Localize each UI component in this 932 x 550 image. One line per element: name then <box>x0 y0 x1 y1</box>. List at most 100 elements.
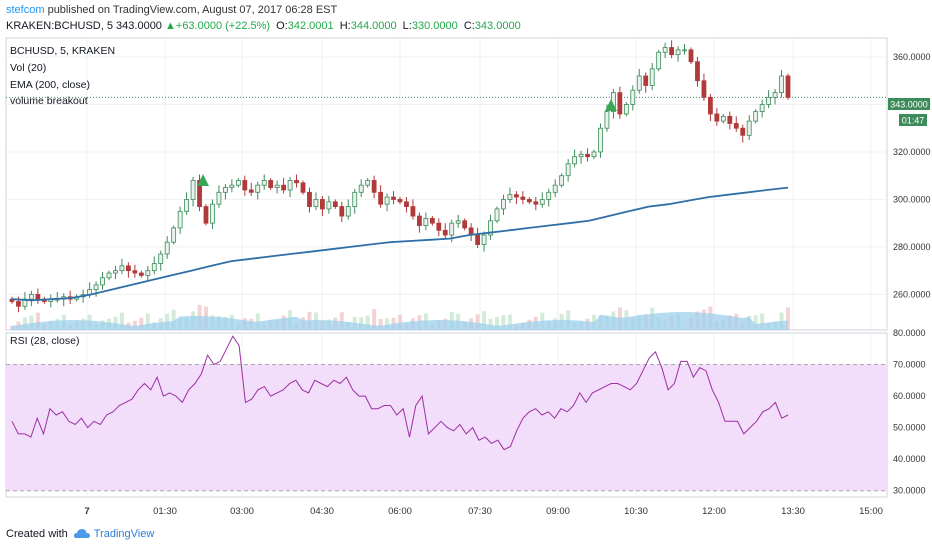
candle-body <box>636 75 642 91</box>
candle-body <box>488 220 493 236</box>
legend-rsi: RSI (28, close) <box>10 335 79 347</box>
legend-ema: EMA (200, close) <box>10 79 90 91</box>
rsi-line <box>11 335 789 451</box>
candle-body <box>604 111 610 129</box>
candle-body <box>384 196 390 205</box>
candle-body <box>720 115 726 122</box>
breakout-markers <box>197 99 617 186</box>
ema-line <box>11 186 789 302</box>
candle-body <box>326 201 332 210</box>
candle-body <box>656 51 662 70</box>
rsi-tick-label: 60.0000 <box>893 391 926 401</box>
candle-body <box>475 234 481 245</box>
price-tick-label: 280.0000 <box>893 242 931 252</box>
candle-body <box>190 180 196 200</box>
volume-bar <box>398 314 402 330</box>
candle-body <box>268 180 274 188</box>
low-label: L: <box>402 20 412 32</box>
candle-body <box>171 227 177 243</box>
volume-bar <box>495 317 499 330</box>
candle-body <box>772 92 778 98</box>
rsi-tick-label: 80.0000 <box>893 328 926 338</box>
axes: 7 01:30 03:00 04:30 06:00 07:30 09:00 10:30 12:0… <box>84 52 930 517</box>
candle-body <box>319 199 325 210</box>
candle-body <box>630 89 636 105</box>
candle-body <box>216 191 222 205</box>
volume-bar <box>786 307 790 330</box>
candle-body <box>332 201 338 207</box>
candle-body <box>733 123 739 129</box>
volume-bar <box>566 310 571 330</box>
candle-body <box>164 241 170 255</box>
price-badge: 343.0000 <box>888 98 930 110</box>
candle-body <box>436 222 442 231</box>
tradingview-brand: TradingView <box>93 528 155 540</box>
close-label: C: <box>463 20 475 32</box>
candle-body <box>184 199 190 212</box>
breakout-up-arrow-icon <box>605 99 617 111</box>
volume-bar <box>145 313 150 330</box>
candle-body <box>759 104 765 112</box>
last-price: 343.0000 <box>116 20 162 32</box>
candle-body <box>552 184 558 193</box>
candle-body <box>682 49 687 52</box>
candle-body <box>138 272 144 276</box>
breakout-up-arrow-icon <box>197 174 209 186</box>
open-value: 342.0001 <box>287 20 334 32</box>
rsi-tick-label: 50.0000 <box>893 423 926 433</box>
candle-body <box>248 189 254 193</box>
tradingview-link[interactable]: TradingView <box>73 528 155 540</box>
volume-bar <box>378 319 383 330</box>
candle-body <box>766 96 771 105</box>
price-tick-label: 260.0000 <box>893 289 931 299</box>
candle-body <box>255 184 261 193</box>
time-tick-label: 15:00 <box>859 506 883 517</box>
candle-body <box>391 196 396 200</box>
candle-body <box>740 127 746 136</box>
high-label: H: <box>339 20 351 32</box>
published-text: published on TradingView.com, August 07,… <box>44 4 338 16</box>
candle-body <box>345 206 351 217</box>
candle-body <box>242 180 248 191</box>
candle-body <box>591 151 597 158</box>
volume-average-area <box>12 312 788 330</box>
volume-area <box>10 304 790 330</box>
candle-body <box>727 115 733 124</box>
legend: BCHUSD, 5, KRAKEN Vol (20) EMA (200, clo… <box>10 45 115 347</box>
volume-bar <box>488 318 493 330</box>
candle-body <box>643 75 649 86</box>
volume-bar <box>501 315 506 330</box>
candle-body <box>378 191 384 205</box>
candle-body <box>410 206 416 217</box>
publish-line: stefcom published on TradingView.com, Au… <box>6 4 337 16</box>
candle-body <box>294 180 299 184</box>
candle-body <box>132 270 138 274</box>
price-pane-frame <box>5 37 888 331</box>
candle-body <box>714 113 720 122</box>
time-tick-label: 7 <box>84 506 89 517</box>
candle-body <box>261 180 267 186</box>
candle-body <box>158 253 164 264</box>
candle-body <box>565 163 571 177</box>
change-arrow-icon: ▲ <box>165 20 176 32</box>
candle-body <box>287 180 293 191</box>
volume-bar <box>385 318 390 330</box>
candle-body <box>203 206 209 224</box>
symbol-label: KRAKEN:BCHUSD, 5 <box>6 20 113 32</box>
time-tick-label: 10:30 <box>624 506 648 517</box>
candle-body <box>93 284 99 291</box>
candle-body <box>281 184 287 191</box>
candle-body <box>177 210 183 229</box>
candle-body <box>514 194 519 198</box>
candle-body <box>307 191 312 207</box>
close-value: 343.0000 <box>474 20 521 32</box>
volume-bar <box>119 312 124 330</box>
candle-body <box>501 199 506 210</box>
candle-body <box>371 180 377 193</box>
rsi-tick-label: 40.0000 <box>893 454 926 464</box>
candle-body <box>365 180 371 186</box>
candle-body <box>210 203 215 224</box>
author-link[interactable]: stefcom <box>6 4 45 16</box>
candle-body <box>688 49 694 63</box>
